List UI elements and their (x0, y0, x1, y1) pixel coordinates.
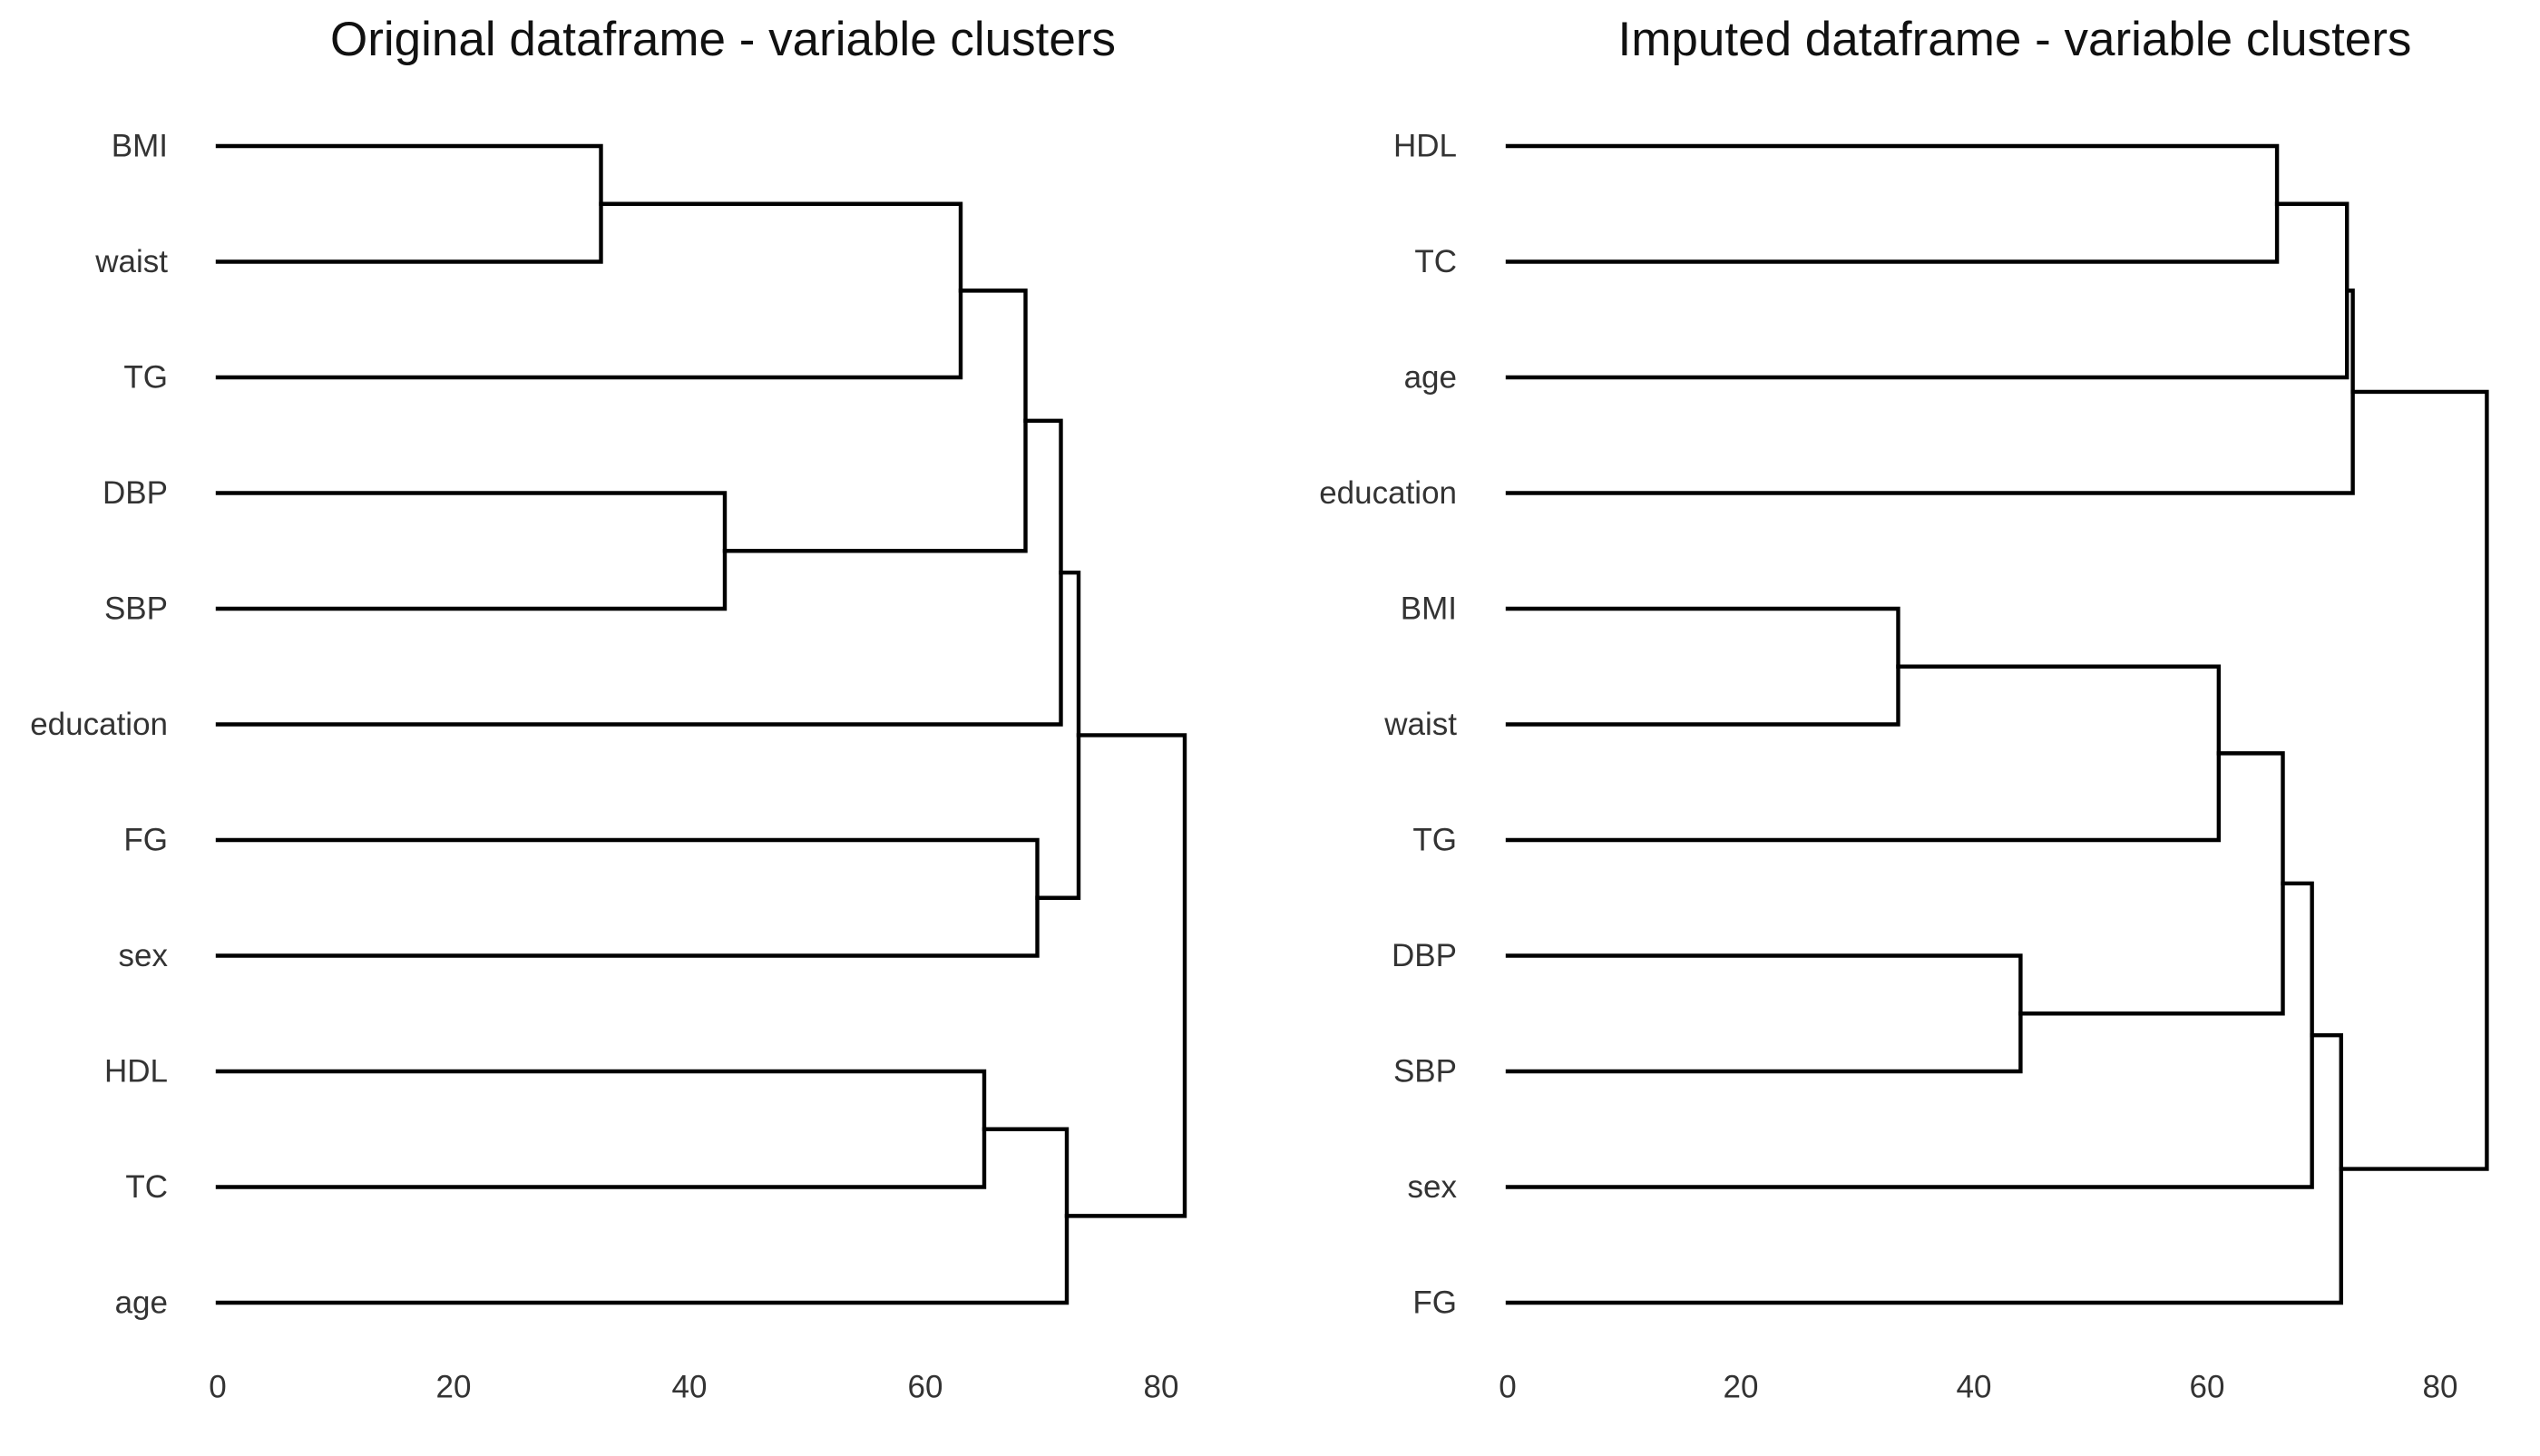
x-tick-label-40: 40 (672, 1370, 708, 1405)
leaf-label-dbp: DBP (103, 475, 168, 511)
leaf-label-sbp: SBP (104, 591, 168, 627)
x-tick-label-0: 0 (1499, 1370, 1516, 1405)
leaf-label-education: education (1319, 475, 1457, 511)
x-tick-label-20: 20 (1724, 1370, 1759, 1405)
leaf-label-age: age (115, 1285, 168, 1321)
leaf-label-fg: FG (123, 823, 168, 858)
dendrogram-link-m6 (215, 837, 1040, 958)
x-tick-label-60: 60 (2190, 1370, 2225, 1405)
dendrogram-link-m4 (1505, 606, 1900, 727)
dendrogram-link-m10 (2339, 389, 2489, 1171)
leaf-label-sex: sex (119, 938, 169, 973)
dendrogram-link-m9 (1505, 1032, 2343, 1305)
dendrogram-link-m6 (1505, 953, 2023, 1074)
original-dendrogram-panel: Original dataframe - variable clusters B… (30, 13, 1187, 1405)
leaf-label-tc: TC (1414, 244, 1457, 279)
x-tick-label-20: 20 (436, 1370, 472, 1405)
dendrogram-link-m4 (722, 288, 1028, 553)
x-tick-label-60: 60 (908, 1370, 943, 1405)
dendrogram-link-m9 (215, 1127, 1070, 1305)
leaf-label-age: age (1404, 360, 1457, 396)
dendrogram-link-m5 (215, 418, 1063, 727)
x-tick-label-40: 40 (1957, 1370, 1992, 1405)
leaf-label-sex: sex (1408, 1169, 1458, 1205)
leaf-label-bmi: BMI (112, 129, 168, 164)
dendrogram-link-m1 (1505, 143, 2280, 264)
dendrogram-link-m2 (1505, 201, 2350, 380)
leaf-label-hdl: HDL (104, 1054, 168, 1090)
leaf-label-fg: FG (1412, 1285, 1457, 1321)
leaf-label-waist: waist (1383, 707, 1457, 742)
leaf-label-tc: TC (125, 1169, 168, 1205)
imputed-dendrogram-panel: Imputed dataframe - variable clusters HD… (1319, 13, 2489, 1405)
leaf-label-waist: waist (94, 244, 168, 279)
dendrogram-link-m2 (215, 201, 963, 380)
x-tick-label-80: 80 (2423, 1370, 2458, 1405)
dendrogram-link-m1 (215, 143, 603, 264)
leaf-label-sbp: SBP (1393, 1054, 1457, 1090)
leaf-label-education: education (30, 707, 168, 742)
dendrogram-link-m7 (1035, 570, 1081, 900)
leaf-label-dbp: DBP (1392, 938, 1457, 973)
x-tick-label-0: 0 (209, 1370, 226, 1405)
leaf-label-bmi: BMI (1401, 591, 1457, 627)
x-tick-label-80: 80 (1144, 1370, 1179, 1405)
chart-title: Original dataframe - variable clusters (330, 13, 1116, 66)
leaf-label-tg: TG (1412, 823, 1457, 858)
dendrogram-link-m8 (215, 1069, 987, 1189)
dendrogram-link-m3 (215, 491, 728, 611)
leaf-label-hdl: HDL (1393, 129, 1457, 164)
dendrogram-link-m3 (1505, 288, 2355, 495)
dendrogram-link-m10 (1064, 733, 1187, 1218)
chart-title: Imputed dataframe - variable clusters (1618, 13, 2412, 66)
dendrogram-link-m5 (1505, 664, 2222, 843)
dendrogram-link-m8 (1505, 881, 2314, 1189)
leaf-label-tg: TG (123, 360, 168, 396)
dendrogram-link-m7 (2018, 751, 2285, 1016)
